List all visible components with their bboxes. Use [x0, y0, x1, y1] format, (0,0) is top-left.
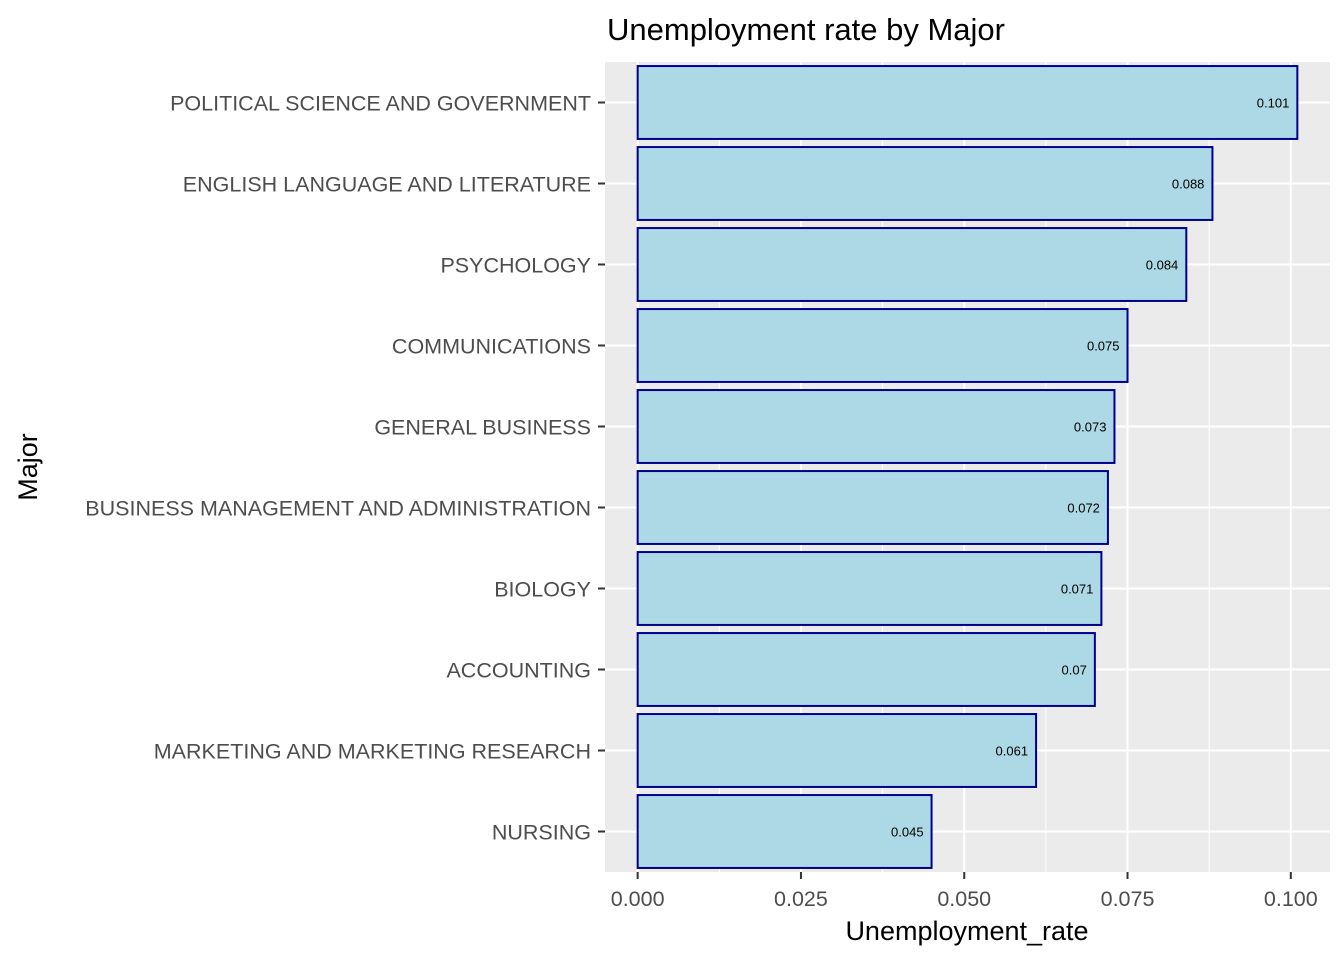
y-tick-label: MARKETING AND MARKETING RESEARCH: [154, 740, 591, 764]
bar-value-label: 0.071: [1061, 582, 1094, 597]
bar: [636, 551, 1103, 626]
x-tick-label: 0.075: [1101, 887, 1155, 911]
x-tick-label: 0.000: [611, 887, 665, 911]
x-tick-label: 0.100: [1264, 887, 1318, 911]
y-tick-label: GENERAL BUSINESS: [374, 416, 591, 440]
bar-value-label: 0.072: [1067, 501, 1100, 516]
bar: [636, 146, 1214, 221]
bar-value-label: 0.045: [891, 825, 924, 840]
y-axis: POLITICAL SCIENCE AND GOVERNMENT ENGLISH …: [85, 92, 605, 845]
bar-value-label: 0.061: [996, 744, 1029, 759]
y-tick-label: BUSINESS MANAGEMENT AND ADMINISTRATION: [85, 497, 591, 521]
y-axis-title: Major: [13, 433, 43, 501]
x-axis: 0.000 0.025 0.050 0.075 0.100: [611, 872, 1318, 911]
bar-value-label: 0.073: [1074, 420, 1107, 435]
x-tick-label: 0.025: [774, 887, 828, 911]
bar: [636, 227, 1188, 302]
bar-value-label: 0.075: [1087, 339, 1120, 354]
bar-value-label: 0.07: [1062, 663, 1087, 678]
y-tick-label: COMMUNICATIONS: [392, 335, 591, 359]
bar: [636, 794, 933, 869]
bar-value-label: 0.084: [1146, 258, 1179, 273]
y-tick-label: BIOLOGY: [494, 578, 591, 602]
bar: [636, 632, 1096, 707]
y-tick-label: PSYCHOLOGY: [440, 254, 591, 278]
bar: [636, 65, 1299, 140]
data-labels-layer: 0.101 0.088 0.084 0.075 0.073 0.072 0.071 0.07 0…: [891, 96, 1289, 840]
x-tick-label: 0.050: [937, 887, 991, 911]
y-tick-label: ENGLISH LANGUAGE AND LITERATURE: [183, 173, 591, 197]
bar: [636, 308, 1129, 383]
bar: [636, 713, 1038, 788]
bar: [636, 470, 1109, 545]
y-tick-label: NURSING: [492, 821, 591, 845]
bar-value-label: 0.088: [1172, 177, 1205, 192]
bar: [636, 389, 1116, 464]
bars-layer: [636, 65, 1299, 869]
y-tick-label: ACCOUNTING: [446, 659, 591, 683]
bar-value-label: 0.101: [1257, 96, 1290, 111]
x-axis-title: Unemployment_rate: [845, 916, 1088, 946]
y-tick-label: POLITICAL SCIENCE AND GOVERNMENT: [170, 92, 591, 116]
chart-title: Unemployment rate by Major: [607, 12, 1005, 47]
